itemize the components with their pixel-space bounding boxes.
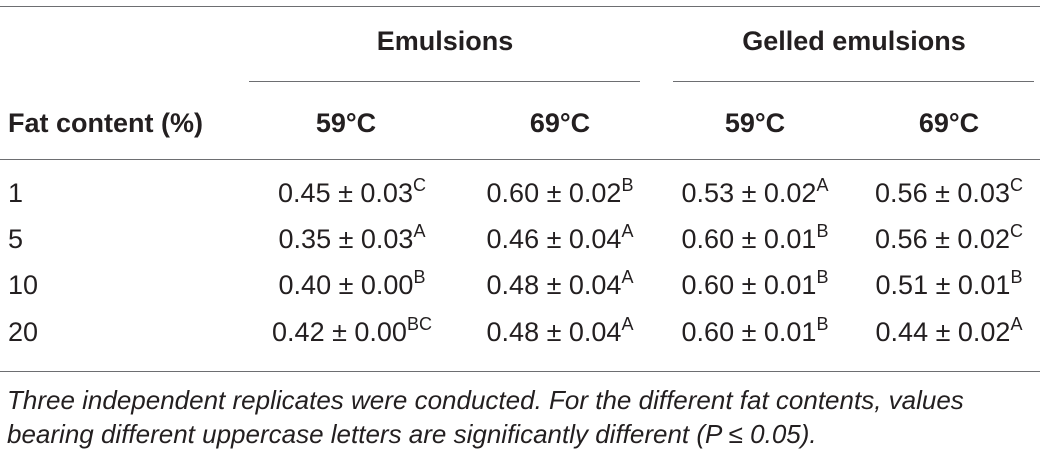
column-header-gelled-59c: 59°C bbox=[724, 108, 786, 138]
cell-value: 0.48 ± 0.04 bbox=[486, 270, 622, 300]
cell-value: 0.60 ± 0.01 bbox=[681, 224, 817, 254]
significance-letter: A bbox=[621, 267, 634, 287]
significance-letter: A bbox=[621, 221, 634, 241]
cell-emulsions-59c: 0.35 ± 0.03A bbox=[278, 221, 426, 255]
cell-value: 0.35 ± 0.03 bbox=[278, 224, 414, 254]
emulsions-group-rule bbox=[249, 81, 640, 82]
footnote-line-1: Three independent replicates were conduc… bbox=[7, 385, 964, 415]
table-header-rule bbox=[0, 159, 1040, 160]
group-header-emulsions: Emulsions bbox=[376, 26, 514, 56]
cell-value: 0.45 ± 0.03 bbox=[278, 178, 413, 208]
significance-letter: C bbox=[1009, 221, 1023, 241]
cell-gelled-59c: 0.60 ± 0.01B bbox=[681, 314, 829, 348]
row-fat-content: 1 bbox=[8, 178, 24, 208]
gelled-emulsions-group-rule bbox=[673, 81, 1034, 82]
cell-gelled-59c: 0.60 ± 0.01B bbox=[681, 267, 829, 301]
cell-emulsions-69c: 0.46 ± 0.04A bbox=[486, 221, 634, 255]
cell-value: 0.60 ± 0.01 bbox=[681, 317, 817, 347]
cell-value: 0.42 ± 0.00 bbox=[272, 317, 407, 347]
table-top-rule bbox=[0, 6, 1040, 7]
group-header-gelled-emulsions: Gelled emulsions bbox=[742, 26, 966, 56]
cell-value: 0.40 ± 0.00 bbox=[278, 270, 414, 300]
table-bottom-rule bbox=[0, 371, 1040, 372]
row-fat-content: 5 bbox=[8, 224, 24, 254]
cell-value: 0.51 ± 0.01 bbox=[875, 270, 1011, 300]
column-header-gelled-69c: 69°C bbox=[918, 108, 980, 138]
cell-emulsions-69c: 0.60 ± 0.02B bbox=[486, 175, 634, 209]
significance-letter: C bbox=[1009, 175, 1023, 195]
significance-letter: A bbox=[621, 314, 634, 334]
significance-letter: A bbox=[413, 221, 426, 241]
significance-letter: C bbox=[412, 175, 426, 195]
significance-letter: BC bbox=[406, 314, 432, 334]
cell-gelled-69c: 0.51 ± 0.01B bbox=[875, 267, 1023, 301]
cell-value: 0.46 ± 0.04 bbox=[486, 224, 622, 254]
cell-value: 0.60 ± 0.01 bbox=[681, 270, 817, 300]
significance-letter: B bbox=[816, 314, 829, 334]
significance-letter: B bbox=[816, 267, 829, 287]
cell-value: 0.60 ± 0.02 bbox=[486, 178, 622, 208]
cell-gelled-69c: 0.44 ± 0.02A bbox=[875, 314, 1023, 348]
significance-letter: B bbox=[413, 267, 426, 287]
cell-emulsions-59c: 0.42 ± 0.00BC bbox=[272, 314, 432, 348]
column-header-emulsions-69c: 69°C bbox=[529, 108, 591, 138]
cell-emulsions-59c: 0.40 ± 0.00B bbox=[278, 267, 426, 301]
footnote-line-2: bearing different uppercase letters are … bbox=[7, 419, 817, 449]
significance-letter: A bbox=[816, 175, 829, 195]
cell-value: 0.56 ± 0.02 bbox=[875, 224, 1010, 254]
cell-value: 0.53 ± 0.02 bbox=[681, 178, 817, 208]
cell-value: 0.44 ± 0.02 bbox=[875, 317, 1011, 347]
cell-gelled-59c: 0.60 ± 0.01B bbox=[681, 221, 829, 255]
cell-gelled-59c: 0.53 ± 0.02A bbox=[681, 175, 829, 209]
significance-letter: B bbox=[1010, 267, 1023, 287]
significance-letter: B bbox=[621, 175, 634, 195]
cell-gelled-69c: 0.56 ± 0.03C bbox=[875, 175, 1023, 209]
table-footnote: Three independent replicates were conduc… bbox=[7, 383, 1037, 451]
row-fat-content: 10 bbox=[8, 270, 39, 300]
row-fat-content: 20 bbox=[8, 317, 39, 347]
significance-letter: A bbox=[1010, 314, 1023, 334]
column-header-fat-content: Fat content (%) bbox=[8, 108, 203, 138]
cell-emulsions-69c: 0.48 ± 0.04A bbox=[486, 267, 634, 301]
cell-value: 0.48 ± 0.04 bbox=[486, 317, 622, 347]
column-header-emulsions-59c: 59°C bbox=[315, 108, 377, 138]
cell-emulsions-59c: 0.45 ± 0.03C bbox=[278, 175, 426, 209]
cell-gelled-69c: 0.56 ± 0.02C bbox=[875, 221, 1023, 255]
significance-letter: B bbox=[816, 221, 829, 241]
cell-value: 0.56 ± 0.03 bbox=[875, 178, 1010, 208]
cell-emulsions-69c: 0.48 ± 0.04A bbox=[486, 314, 634, 348]
